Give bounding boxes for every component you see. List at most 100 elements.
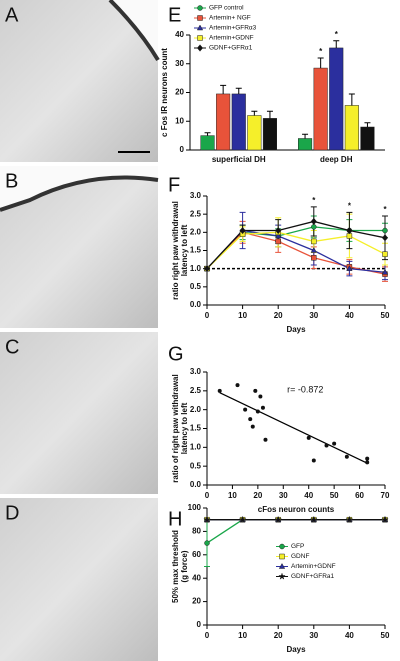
significance: * xyxy=(348,201,352,210)
legend-label: Artemin+GDNF xyxy=(209,35,254,42)
point xyxy=(250,424,255,429)
marker xyxy=(278,562,286,569)
legend-label: Artemin+ NGF xyxy=(209,15,251,22)
point xyxy=(263,437,268,442)
y-tick-label: 10 xyxy=(175,116,184,125)
series-line xyxy=(206,226,385,270)
y-tick-label: 0.0 xyxy=(190,300,202,309)
marker xyxy=(310,246,317,253)
x-tick-label: 0 xyxy=(205,311,210,320)
y-axis-label: latency to left xyxy=(180,224,189,276)
y-tick-label: 1.0 xyxy=(190,442,202,451)
marker xyxy=(203,265,211,273)
marker xyxy=(381,234,389,242)
y-tick-label: 0 xyxy=(180,145,185,154)
point xyxy=(217,388,222,393)
point xyxy=(332,441,337,446)
panel-letter: E xyxy=(168,4,181,26)
y-tick-label: 100 xyxy=(188,503,202,512)
error-bar xyxy=(364,122,371,127)
micrograph-d: D xyxy=(0,498,158,661)
y-tick-label: 60 xyxy=(192,550,201,559)
point xyxy=(324,443,329,448)
panel-letter: G xyxy=(168,343,184,365)
panel-letter: B xyxy=(5,170,18,192)
bar xyxy=(231,93,246,151)
y-tick-label: 3.0 xyxy=(190,191,202,200)
y-tick-label: 1.0 xyxy=(190,264,202,273)
marker xyxy=(274,515,283,523)
marker xyxy=(381,515,389,523)
x-tick-label: deep DH xyxy=(320,155,353,164)
point xyxy=(260,405,265,410)
bar xyxy=(313,67,328,151)
marker xyxy=(239,226,246,235)
x-tick-label: 10 xyxy=(238,311,247,320)
x-tick-label: 50 xyxy=(381,311,390,320)
significance: * xyxy=(335,30,339,39)
x-tick-label: 20 xyxy=(274,631,283,640)
y-tick-label: 1.5 xyxy=(190,246,202,255)
marker xyxy=(197,35,203,41)
y-tick-label: 40 xyxy=(175,30,184,39)
marker xyxy=(275,226,282,235)
panel-letter: A xyxy=(5,4,19,26)
error-bar xyxy=(302,133,309,139)
legend-label: GDNF+GFRα1 xyxy=(209,45,253,52)
y-tick-label: 80 xyxy=(192,527,201,536)
marker xyxy=(311,255,317,261)
significance: * xyxy=(312,196,316,205)
series-line xyxy=(206,220,386,270)
error-bar xyxy=(333,40,340,48)
y-tick-label: 2.0 xyxy=(190,227,202,236)
x-tick-label: 70 xyxy=(381,491,390,500)
marker xyxy=(197,5,203,11)
point xyxy=(344,454,349,459)
error-bar xyxy=(317,57,324,69)
y-tick-label: 0.5 xyxy=(190,282,202,291)
point xyxy=(243,407,248,412)
x-axis-label: Days xyxy=(286,645,306,654)
marker xyxy=(346,226,353,235)
x-tick-label: 50 xyxy=(381,631,390,640)
bar xyxy=(360,126,375,151)
point xyxy=(311,458,316,463)
marker xyxy=(238,515,247,523)
point xyxy=(255,409,260,414)
y-tick-label: 2.0 xyxy=(190,405,202,414)
point xyxy=(248,417,253,422)
legend-label: GFP control xyxy=(209,5,244,12)
x-tick-label: 0 xyxy=(205,631,210,640)
panel-letter: F xyxy=(168,174,180,196)
point xyxy=(365,460,370,465)
x-tick-label: 30 xyxy=(279,491,288,500)
error-bar xyxy=(266,110,273,119)
error-bar xyxy=(251,110,258,116)
marker xyxy=(382,227,388,234)
panel-letter: H xyxy=(168,508,182,530)
bar xyxy=(344,105,359,151)
series-line xyxy=(206,231,386,275)
marker xyxy=(346,265,353,271)
point xyxy=(306,435,311,440)
marker xyxy=(382,251,388,257)
x-tick-label: 20 xyxy=(274,311,283,320)
marker xyxy=(196,24,204,31)
marker xyxy=(279,553,285,560)
y-axis-label: ratio of right paw withdrawal xyxy=(171,374,180,482)
y-axis-label: ratio right paw withdrawal xyxy=(171,201,180,300)
error-bar xyxy=(204,132,211,136)
point xyxy=(258,394,263,399)
legend-label: Artemin+GFRα3 xyxy=(209,25,257,32)
marker xyxy=(311,224,317,230)
legend-label: GFP xyxy=(291,543,304,550)
y-tick-label: 3.0 xyxy=(190,367,202,376)
y-tick-label: 0 xyxy=(197,620,202,629)
x-tick-label: 40 xyxy=(345,631,354,640)
y-tick-label: 30 xyxy=(175,59,184,68)
marker xyxy=(309,515,318,523)
series-line xyxy=(206,519,385,544)
y-axis-label: c Fos IR neurons count xyxy=(160,48,169,137)
micrograph-b: B xyxy=(0,166,159,328)
